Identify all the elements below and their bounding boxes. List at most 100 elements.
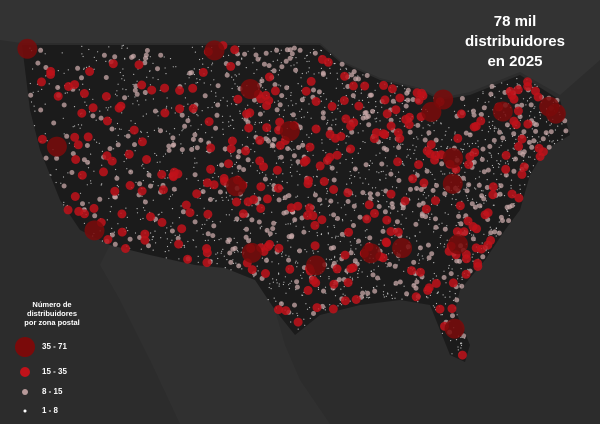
dot xyxy=(495,227,497,229)
dot xyxy=(192,189,202,199)
dot xyxy=(371,162,373,164)
dot xyxy=(256,69,258,71)
dot xyxy=(506,83,508,86)
dot xyxy=(279,93,285,99)
dot xyxy=(185,118,191,124)
dot xyxy=(242,129,244,131)
dot xyxy=(234,83,236,85)
dot xyxy=(259,228,261,230)
dot xyxy=(242,51,248,57)
dot xyxy=(228,259,234,265)
dot xyxy=(382,194,384,197)
dot xyxy=(448,264,450,267)
dot xyxy=(278,84,280,86)
dot xyxy=(238,73,240,75)
dot xyxy=(293,201,303,211)
dot xyxy=(450,139,453,141)
dot xyxy=(335,87,337,89)
dot xyxy=(168,250,170,252)
dot xyxy=(337,78,339,80)
dot xyxy=(171,107,173,109)
dot xyxy=(514,193,524,203)
dot xyxy=(290,280,293,282)
dot xyxy=(280,49,282,51)
dot xyxy=(53,91,63,101)
dot xyxy=(230,155,232,157)
dot xyxy=(63,204,65,206)
dot xyxy=(322,155,332,165)
dot xyxy=(142,199,148,205)
dot xyxy=(516,83,518,85)
dot xyxy=(390,212,392,214)
dot xyxy=(254,121,256,123)
dot xyxy=(374,89,376,91)
dot xyxy=(514,142,524,151)
dot xyxy=(236,249,238,252)
dot xyxy=(217,189,223,195)
dot xyxy=(304,57,306,59)
dot xyxy=(403,164,405,166)
dot xyxy=(308,103,310,105)
dot xyxy=(387,258,389,261)
dot xyxy=(289,171,291,174)
dot xyxy=(44,53,46,55)
dot xyxy=(146,172,152,178)
dot xyxy=(382,215,392,225)
dot xyxy=(367,191,373,197)
dot xyxy=(351,157,354,159)
dot xyxy=(519,184,521,186)
dot xyxy=(370,208,379,218)
dot xyxy=(112,241,118,247)
dot xyxy=(505,162,507,164)
dot xyxy=(218,239,220,241)
dot xyxy=(463,148,465,151)
dot xyxy=(278,301,284,307)
dot xyxy=(332,119,334,121)
dot xyxy=(152,181,154,183)
dot xyxy=(246,136,249,138)
dot xyxy=(117,209,127,219)
dot xyxy=(497,129,503,135)
dot xyxy=(463,188,465,190)
dot xyxy=(267,231,273,237)
dot xyxy=(501,164,511,174)
dot xyxy=(463,162,465,164)
dot xyxy=(259,172,261,174)
dot xyxy=(394,176,397,178)
dot xyxy=(277,100,279,102)
dot xyxy=(317,215,327,225)
dot xyxy=(295,159,301,165)
dot xyxy=(402,143,404,145)
dot xyxy=(336,171,338,173)
dot xyxy=(311,97,321,106)
dot xyxy=(289,234,295,240)
dot xyxy=(117,186,119,188)
dot xyxy=(101,92,111,101)
dot xyxy=(314,275,316,277)
dot xyxy=(152,236,154,238)
dot xyxy=(388,206,390,208)
dot xyxy=(90,113,96,119)
dot xyxy=(183,254,193,264)
dot xyxy=(106,219,108,221)
dot xyxy=(387,292,389,294)
dot xyxy=(325,258,327,260)
dot xyxy=(385,174,387,176)
dot xyxy=(307,196,309,198)
dot xyxy=(543,130,549,136)
dot xyxy=(147,135,149,138)
dot xyxy=(430,171,432,173)
dot xyxy=(312,50,318,56)
dot xyxy=(447,213,449,215)
dot xyxy=(366,296,368,298)
dot xyxy=(340,207,342,209)
dot xyxy=(430,188,436,193)
dot xyxy=(531,136,534,138)
dot xyxy=(327,244,329,246)
dot xyxy=(413,124,415,126)
dot xyxy=(470,236,476,242)
dot xyxy=(188,77,190,79)
dot xyxy=(102,116,112,126)
dot xyxy=(445,130,447,132)
dot xyxy=(276,197,282,203)
